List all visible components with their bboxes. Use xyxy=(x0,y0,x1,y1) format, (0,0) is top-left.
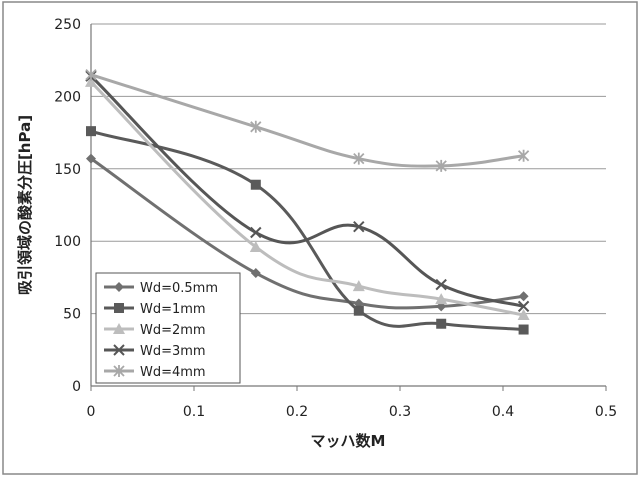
data-point-1-0 xyxy=(86,126,96,136)
legend-label-3: Wd=3mm xyxy=(140,344,206,359)
x-tick-label-4: 0.4 xyxy=(492,404,514,420)
y-tick-label-0: 0 xyxy=(72,379,81,395)
legend: Wd=0.5mm Wd=1mm Wd=2mm Wd=3mm Wd=4mm xyxy=(96,273,240,383)
y-axis-title: 吸引領域の酸素分圧[hPa] xyxy=(16,115,34,295)
legend-label-0: Wd=0.5mm xyxy=(140,281,218,296)
chart-frame: 0 50 100 150 200 250 0 0.1 0.2 0.3 0.4 0.5 マッハ数M 吸… xyxy=(0,0,640,478)
x-tick-label-5: 0.5 xyxy=(595,404,617,420)
legend-label-2: Wd=2mm xyxy=(140,323,206,338)
data-point-1-2 xyxy=(354,306,364,316)
y-tick-label-3: 150 xyxy=(54,162,81,178)
legend-marker-1 xyxy=(114,303,124,313)
data-point-1-4 xyxy=(519,325,529,335)
y-tick-label-2: 100 xyxy=(54,234,81,250)
data-point-1-3 xyxy=(436,319,446,329)
y-tick-label-5: 250 xyxy=(54,17,81,33)
x-axis-title: マッハ数M xyxy=(311,432,386,450)
y-tick-label-1: 50 xyxy=(63,307,81,323)
legend-label-4: Wd=4mm xyxy=(140,365,206,380)
line-chart: 0 50 100 150 200 250 0 0.1 0.2 0.3 0.4 0.5 マッハ数M 吸… xyxy=(0,0,640,478)
x-tick-label-1: 0.1 xyxy=(183,404,205,420)
x-tick-label-0: 0 xyxy=(87,404,96,420)
x-tick-label-3: 0.3 xyxy=(389,404,411,420)
x-tick-label-2: 0.2 xyxy=(286,404,308,420)
y-tick-label-4: 200 xyxy=(54,89,81,105)
data-point-1-1 xyxy=(251,180,261,190)
legend-label-1: Wd=1mm xyxy=(140,302,206,317)
chart-border xyxy=(3,2,637,474)
